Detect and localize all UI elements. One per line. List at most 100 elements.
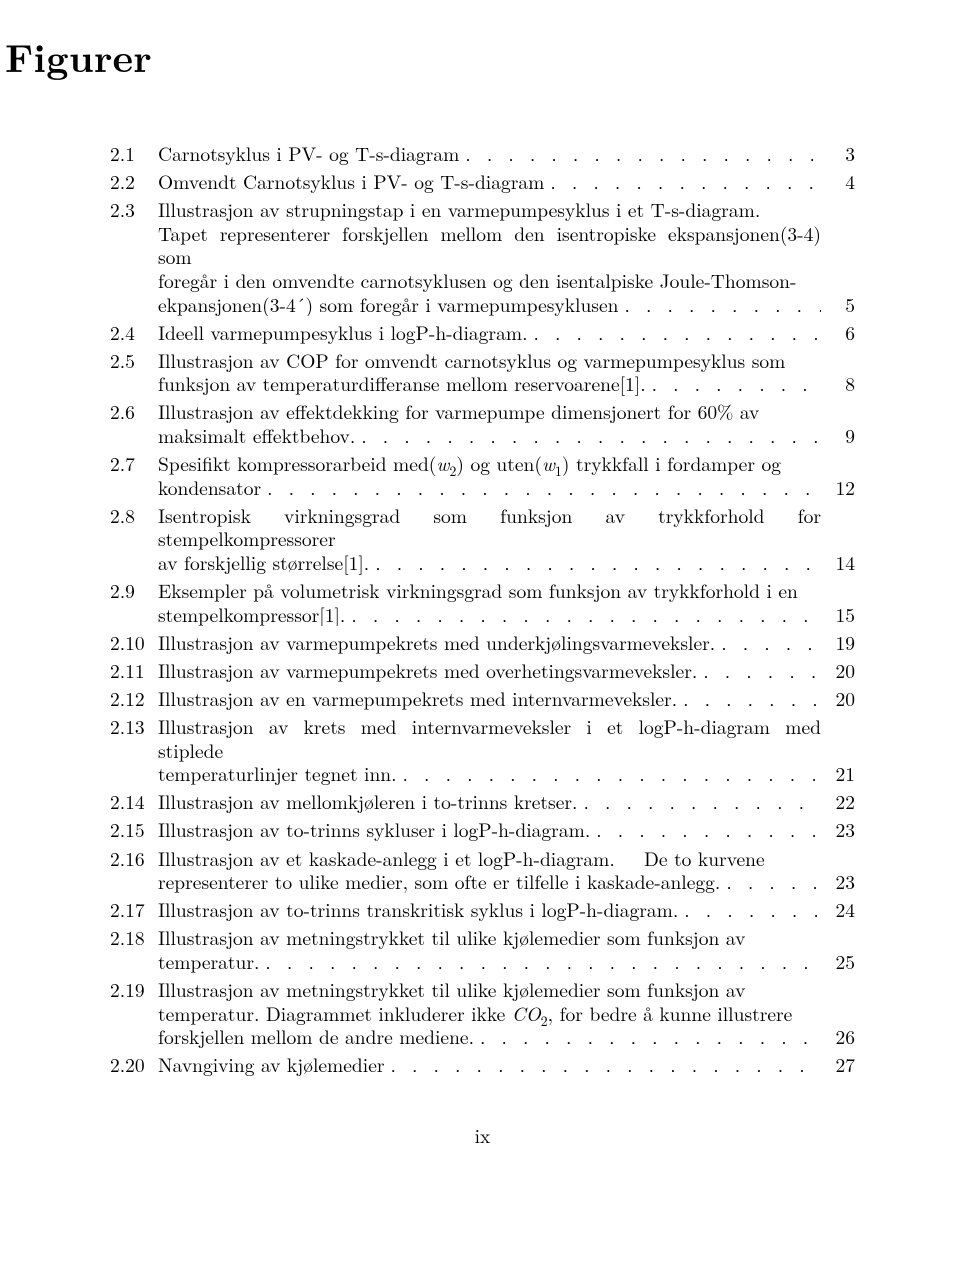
entry-lastline: 2.17Illustrasjon av to-trinns transkriti… — [110, 898, 855, 922]
entry-lastline: av forskjellig størrelse[1].. . . . . . … — [110, 551, 855, 575]
entry-page: 23 — [821, 870, 855, 894]
entry-page: 24 — [821, 898, 855, 922]
dot-leader: . . . . . . . . . . . . . . . . . . . . … — [459, 142, 821, 166]
entry-page: 12 — [821, 476, 855, 500]
page-title: Figurer — [5, 28, 855, 84]
entry-page: 14 — [821, 551, 855, 575]
list-item: 2.15Illustrasjon av to-trinns sykluser i… — [110, 818, 855, 842]
entry-page: 3 — [821, 142, 855, 166]
list-item: 2.5Illustrasjon av COP for omvendt carno… — [110, 349, 855, 396]
entry-page: 27 — [821, 1053, 855, 1077]
entry-lastline: 2.20Navngiving av kjølemedier. . . . . .… — [110, 1053, 855, 1077]
figure-list: 2.1Carnotsyklus i PV- og T-s-diagram. . … — [110, 142, 855, 1077]
entry-text: Isentropisk virkningsgrad som funksjon a… — [158, 504, 821, 551]
dot-leader: . . . . . . . . . . . . . . . . . . . . … — [697, 659, 821, 683]
entry-number: 2.17 — [110, 898, 158, 922]
entry-number: 2.7 — [110, 452, 158, 476]
entry-number: 2.6 — [110, 400, 158, 424]
entry-lastline: funksjon av temperaturdifferanse mellom … — [110, 372, 855, 396]
entry-page: 23 — [821, 818, 855, 842]
list-item: 2.7Spesifikt kompressorarbeid med(w2) og… — [110, 452, 855, 499]
dot-leader: . . . . . . . . . . . . . . . . . . . . … — [646, 372, 821, 396]
entry-number: 2.19 — [110, 978, 158, 1002]
entry-lastline: 2.14Illustrasjon av mellomkjøleren i to-… — [110, 790, 855, 814]
dot-leader: . . . . . . . . . . . . . . . . . . . . … — [590, 818, 821, 842]
entry-tail: av forskjellig størrelse[1]. — [158, 551, 369, 575]
entry-tail: maksimalt effektbehov. — [158, 424, 355, 448]
entry-number: 2.5 — [110, 349, 158, 373]
entry-tail: Illustrasjon av mellomkjøleren i to-trin… — [158, 790, 577, 814]
entry-page: 5 — [821, 293, 855, 317]
entry-tail: Illustrasjon av to-trinns transkritisk s… — [158, 898, 678, 922]
dot-leader: . . . . . . . . . . . . . . . . . . . . … — [369, 551, 821, 575]
entry-page: 20 — [821, 687, 855, 711]
list-item: 2.6Illustrasjon av effektdekking for var… — [110, 400, 855, 447]
entry-lastline: 2.11Illustrasjon av varmepumpekrets med … — [110, 659, 855, 683]
entry-tail: stempelkompressor[1]. — [158, 603, 345, 627]
entry-tail: Illustrasjon av varmepumpekrets med unde… — [158, 631, 715, 655]
entry-lastline: 2.12Illustrasjon av en varmepumpekrets m… — [110, 687, 855, 711]
entry-number: 2.12 — [110, 687, 158, 711]
entry-number: 2.18 — [110, 926, 158, 950]
entry-number: 2.16 — [110, 847, 158, 871]
entry-number: 2.3 — [110, 198, 158, 222]
dot-leader: . . . . . . . . . . . . . . . . . . . . … — [618, 293, 821, 317]
entry-lastline: stempelkompressor[1].. . . . . . . . . .… — [110, 603, 855, 627]
entry-tail: forskjellen mellom de andre mediene. — [158, 1025, 474, 1049]
entry-line: 2.13Illustrasjon av krets med internvarm… — [110, 715, 855, 762]
list-item: 2.3Illustrasjon av strupningstap i en va… — [110, 198, 855, 316]
list-item: 2.19Illustrasjon av metningstrykket til … — [110, 978, 855, 1049]
entry-tail: temperaturlinjer tegnet inn. — [158, 762, 397, 786]
entry-number: 2.11 — [110, 659, 158, 683]
entry-lastline: forskjellen mellom de andre mediene.. . … — [110, 1025, 855, 1049]
entry-text: Illustrasjon av COP for omvendt carnotsy… — [158, 349, 821, 373]
entry-line: 2.7Spesifikt kompressorarbeid med(w2) og… — [110, 452, 855, 476]
dot-leader: . . . . . . . . . . . . . . . . . . . . … — [678, 898, 821, 922]
list-item: 2.2Omvendt Carnotsyklus i PV- og T-s-dia… — [110, 170, 855, 194]
list-item: 2.4Ideell varmepumpesyklus i logP-h-diag… — [110, 321, 855, 345]
entry-tail: Navngiving av kjølemedier — [158, 1053, 385, 1077]
entry-text: foregår i den omvendte carnotsyklusen og… — [158, 269, 821, 293]
entry-number: 2.13 — [110, 715, 158, 739]
dot-leader: . . . . . . . . . . . . . . . . . . . . … — [355, 424, 821, 448]
list-item: 2.20Navngiving av kjølemedier. . . . . .… — [110, 1053, 855, 1077]
page: Figurer 2.1Carnotsyklus i PV- og T-s-dia… — [0, 0, 960, 1189]
entry-line: 2.16Illustrasjon av et kaskade-anlegg i … — [110, 847, 855, 871]
entry-page: 21 — [821, 762, 855, 786]
entry-number: 2.14 — [110, 790, 158, 814]
dot-leader: . . . . . . . . . . . . . . . . . . . . … — [385, 1053, 822, 1077]
entry-page: 8 — [821, 372, 855, 396]
entry-number: 2.2 — [110, 170, 158, 194]
list-item: 2.14Illustrasjon av mellomkjøleren i to-… — [110, 790, 855, 814]
list-item: 2.16Illustrasjon av et kaskade-anlegg i … — [110, 847, 855, 894]
list-item: 2.1Carnotsyklus i PV- og T-s-diagram. . … — [110, 142, 855, 166]
list-item: 2.18Illustrasjon av metningstrykket til … — [110, 926, 855, 973]
entry-page: 26 — [821, 1025, 855, 1049]
entry-text: Eksempler på volumetrisk virkningsgrad s… — [158, 579, 821, 603]
entry-tail: Omvendt Carnotsyklus i PV- og T-s-diagra… — [158, 170, 544, 194]
dot-leader: . . . . . . . . . . . . . . . . . . . . … — [544, 170, 821, 194]
entry-tail: Illustrasjon av en varmepumpekrets med i… — [158, 687, 677, 711]
dot-leader: . . . . . . . . . . . . . . . . . . . . … — [577, 790, 821, 814]
entry-text: Illustrasjon av et kaskade-anlegg i et l… — [158, 847, 821, 871]
entry-lastline: ekpansjonen(3-4´) som foregår i varmepum… — [110, 293, 855, 317]
dot-leader: . . . . . . . . . . . . . . . . . . . . … — [528, 321, 822, 345]
dot-leader: . . . . . . . . . . . . . . . . . . . . … — [259, 950, 821, 974]
entry-number: 2.10 — [110, 631, 158, 655]
entry-text: Tapet representerer forskjellen mellom d… — [158, 222, 821, 269]
entry-lastline: 2.15Illustrasjon av to-trinns sykluser i… — [110, 818, 855, 842]
entry-lastline: representerer to ulike medier, som ofte … — [110, 870, 855, 894]
entry-lastline: kondensator. . . . . . . . . . . . . . .… — [110, 476, 855, 500]
entry-number: 2.4 — [110, 321, 158, 345]
entry-text: Illustrasjon av effektdekking for varmep… — [158, 400, 821, 424]
entry-line: 2.8Isentropisk virkningsgrad som funksjo… — [110, 504, 855, 551]
entry-lastline: 2.1Carnotsyklus i PV- og T-s-diagram. . … — [110, 142, 855, 166]
entry-text: Spesifikt kompressorarbeid med(w2) og ut… — [158, 452, 821, 476]
list-item: 2.12Illustrasjon av en varmepumpekrets m… — [110, 687, 855, 711]
entry-number: 2.1 — [110, 142, 158, 166]
entry-line: foregår i den omvendte carnotsyklusen og… — [110, 269, 855, 293]
entry-tail: Illustrasjon av varmepumpekrets med over… — [158, 659, 697, 683]
entry-page: 19 — [821, 631, 855, 655]
entry-text: Illustrasjon av metningstrykket til ulik… — [158, 926, 821, 950]
list-item: 2.8Isentropisk virkningsgrad som funksjo… — [110, 504, 855, 575]
